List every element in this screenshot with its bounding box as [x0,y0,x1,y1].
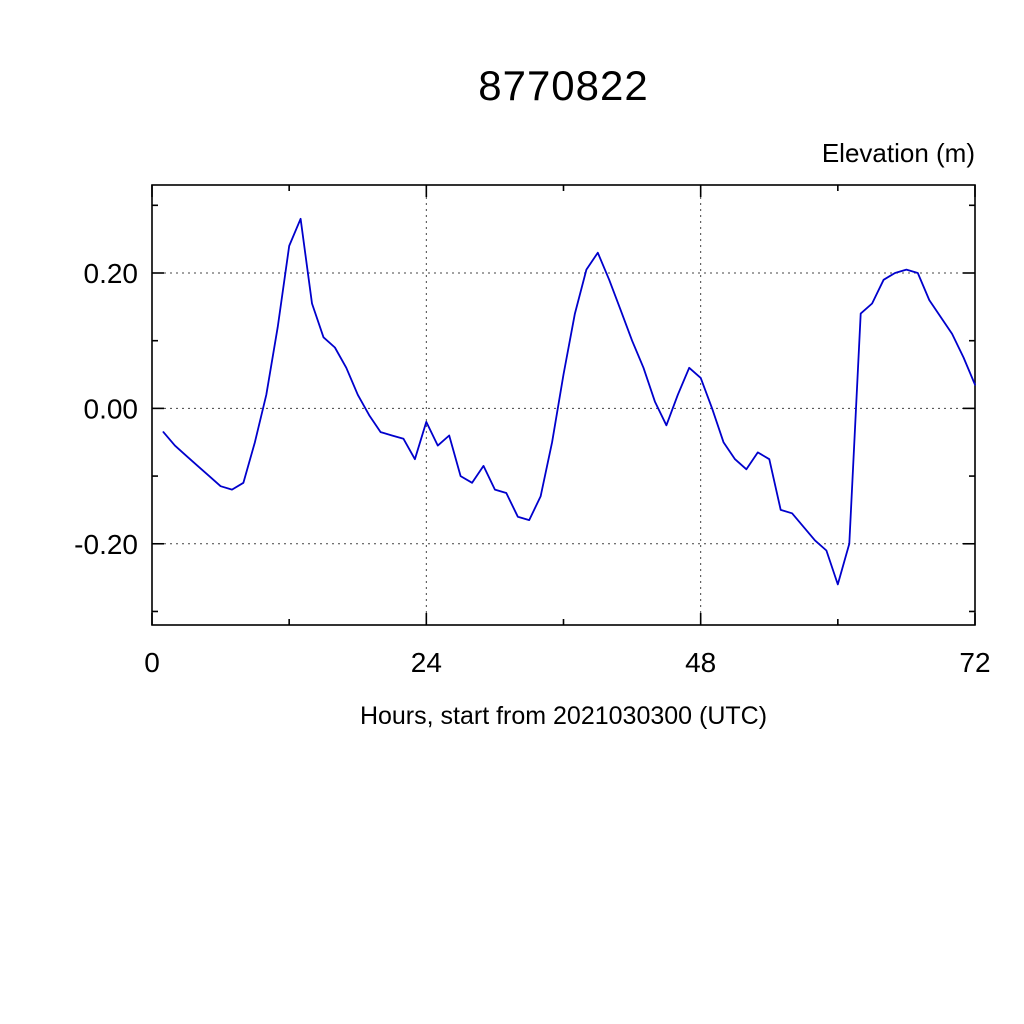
y-tick-label: -0.20 [74,529,138,560]
x-axis-title: Hours, start from 2021030300 (UTC) [359,702,768,730]
x-tick-label: 48 [685,647,716,678]
y-tick-label: 0.20 [84,258,139,289]
series-line-elevation [162,217,976,586]
y-axis-unit-label: Elevation (m) [821,138,975,168]
y-tick-label: 0.00 [84,393,139,424]
x-tick-label: 0 [144,647,160,678]
chart-title: 8770822 [478,62,649,109]
x-tick-label: 72 [959,647,990,678]
plot-frame [151,184,976,626]
x-tick-label: 24 [411,647,442,678]
